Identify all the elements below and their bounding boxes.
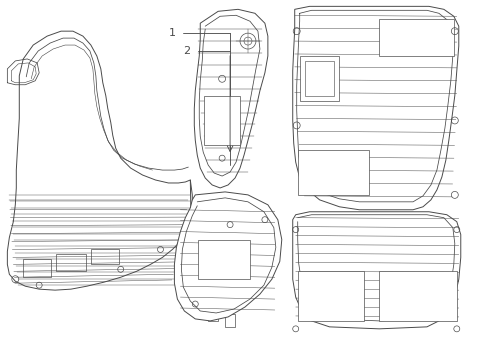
Polygon shape <box>198 239 250 279</box>
Polygon shape <box>379 19 454 56</box>
Polygon shape <box>379 271 457 321</box>
Polygon shape <box>298 150 369 195</box>
Polygon shape <box>23 260 51 277</box>
Polygon shape <box>91 249 119 264</box>
Polygon shape <box>204 96 240 145</box>
Text: 2: 2 <box>183 46 190 56</box>
Polygon shape <box>298 271 365 321</box>
Polygon shape <box>174 192 282 321</box>
Text: 1: 1 <box>169 28 175 38</box>
Polygon shape <box>7 31 192 290</box>
Polygon shape <box>300 56 340 100</box>
Polygon shape <box>195 9 268 188</box>
Polygon shape <box>293 212 461 329</box>
Polygon shape <box>208 309 218 321</box>
Polygon shape <box>293 6 459 210</box>
Polygon shape <box>305 61 335 96</box>
Polygon shape <box>225 314 235 327</box>
Polygon shape <box>56 255 86 271</box>
